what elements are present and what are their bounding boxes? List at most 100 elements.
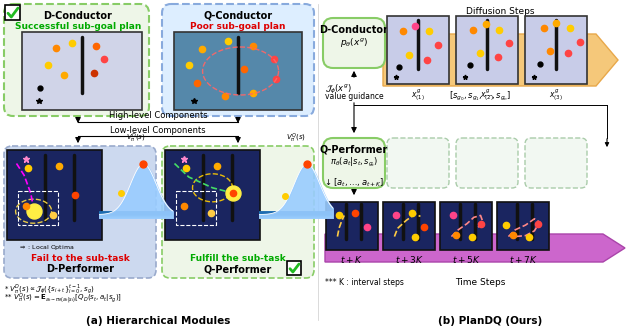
- Text: $V^Q_\pi(s)$: $V^Q_\pi(s)$: [286, 131, 306, 145]
- Bar: [259, 212, 333, 215]
- FancyArrow shape: [383, 34, 618, 86]
- Bar: [19, 191, 58, 225]
- Text: Q-Performer: Q-Performer: [320, 145, 388, 155]
- Text: $\pi_\theta(a_t|s_t, s_{g_t})$: $\pi_\theta(a_t|s_t, s_{g_t})$: [330, 156, 378, 169]
- Bar: [259, 212, 333, 215]
- Text: (b) PlanDQ (Ours): (b) PlanDQ (Ours): [438, 316, 542, 326]
- Bar: [99, 212, 173, 216]
- Bar: [259, 213, 333, 216]
- Bar: [99, 214, 173, 217]
- Bar: [99, 214, 173, 218]
- Circle shape: [227, 187, 239, 199]
- Bar: [99, 212, 173, 215]
- FancyBboxPatch shape: [387, 138, 449, 188]
- Bar: [259, 214, 333, 217]
- Text: $x_{(1)}^g$: $x_{(1)}^g$: [411, 88, 425, 104]
- Bar: [7, 150, 102, 240]
- FancyBboxPatch shape: [323, 18, 385, 68]
- Bar: [99, 212, 173, 215]
- Text: Q-Performer: Q-Performer: [204, 264, 272, 274]
- FancyBboxPatch shape: [4, 146, 156, 278]
- Bar: [326, 202, 378, 250]
- Text: $V^D_\pi(s)$: $V^D_\pi(s)$: [126, 131, 146, 145]
- Bar: [456, 16, 518, 84]
- Bar: [259, 214, 333, 217]
- Text: $t+5K$: $t+5K$: [452, 254, 481, 265]
- Bar: [99, 214, 173, 217]
- Bar: [99, 214, 173, 217]
- Bar: [525, 16, 587, 84]
- Text: Successful sub-goal plan: Successful sub-goal plan: [15, 22, 141, 31]
- Text: $t+3K$: $t+3K$: [395, 254, 424, 265]
- Text: Poor sub-goal plan: Poor sub-goal plan: [190, 22, 285, 31]
- FancyBboxPatch shape: [456, 138, 518, 188]
- Bar: [99, 213, 173, 217]
- Bar: [99, 215, 173, 218]
- Bar: [99, 213, 173, 216]
- Bar: [165, 150, 260, 240]
- Text: $p_\theta(x^g)$: $p_\theta(x^g)$: [340, 36, 368, 49]
- Text: * $V_\pi^D(s) \propto \mathcal{J}_\phi(\{s_{i+t}\}_{i=0}^{t-1}, s_g)$: * $V_\pi^D(s) \propto \mathcal{J}_\phi(\…: [4, 283, 95, 297]
- Bar: [259, 213, 333, 216]
- Bar: [259, 213, 333, 217]
- Bar: [99, 213, 173, 216]
- Bar: [174, 32, 302, 110]
- Bar: [259, 213, 333, 216]
- Text: $t+7K$: $t+7K$: [509, 254, 538, 265]
- FancyBboxPatch shape: [323, 138, 385, 188]
- Text: value guidance: value guidance: [325, 92, 383, 101]
- Text: $x_{(2)}^g$: $x_{(2)}^g$: [480, 88, 494, 104]
- Text: Low-level Components: Low-level Components: [110, 126, 206, 135]
- Text: Fail to the sub-task: Fail to the sub-task: [31, 254, 129, 263]
- Text: D-Conductor: D-Conductor: [319, 25, 388, 35]
- Bar: [383, 202, 435, 250]
- Text: D-Performer: D-Performer: [46, 264, 114, 274]
- Text: $[s_{g_0}, s_{g_1}, \cdots, s_{g_n}]$: $[s_{g_0}, s_{g_1}, \cdots, s_{g_n}]$: [449, 90, 511, 103]
- Text: $x_{(3)}^g$: $x_{(3)}^g$: [549, 88, 563, 104]
- Bar: [259, 212, 333, 216]
- Text: (a) Hierarchical Modules: (a) Hierarchical Modules: [86, 316, 230, 326]
- FancyBboxPatch shape: [162, 146, 314, 278]
- FancyBboxPatch shape: [162, 4, 314, 116]
- Bar: [259, 214, 333, 217]
- Text: High-level Components: High-level Components: [109, 111, 207, 120]
- Bar: [99, 212, 173, 215]
- Bar: [99, 213, 173, 216]
- Bar: [259, 212, 333, 216]
- Bar: [99, 212, 173, 215]
- FancyArrow shape: [325, 234, 625, 262]
- Bar: [497, 202, 549, 250]
- Bar: [99, 211, 173, 215]
- Bar: [287, 261, 301, 275]
- Text: $t+K$: $t+K$: [340, 254, 364, 265]
- Text: $\downarrow [a_t, \ldots, a_{t+K}]$: $\downarrow [a_t, \ldots, a_{t+K}]$: [323, 176, 385, 189]
- Bar: [99, 214, 173, 218]
- Text: Time Steps: Time Steps: [455, 278, 505, 287]
- FancyBboxPatch shape: [4, 4, 149, 116]
- Text: *** K : interval steps: *** K : interval steps: [325, 278, 404, 287]
- Bar: [259, 212, 333, 215]
- Bar: [259, 213, 333, 217]
- Circle shape: [28, 205, 40, 217]
- Bar: [22, 32, 142, 110]
- Bar: [99, 214, 173, 217]
- Bar: [259, 214, 333, 217]
- Bar: [99, 212, 173, 216]
- Bar: [259, 211, 333, 215]
- Text: $\Rightarrow$ : Local Optima: $\Rightarrow$ : Local Optima: [18, 243, 74, 252]
- Text: $\mathcal{J}_\phi(x^g)$: $\mathcal{J}_\phi(x^g)$: [325, 83, 351, 96]
- Bar: [259, 211, 333, 215]
- Bar: [259, 212, 333, 215]
- Bar: [5, 5, 20, 20]
- Bar: [259, 214, 333, 218]
- Text: Diffusion Steps: Diffusion Steps: [466, 7, 534, 16]
- Bar: [259, 214, 333, 218]
- Bar: [177, 191, 216, 225]
- Text: Fulfill the sub-task: Fulfill the sub-task: [190, 254, 286, 263]
- Bar: [259, 215, 333, 218]
- Text: ** $V_\pi^Q(s) = \mathbf{E}_{a_t \sim \pi_\theta(a_t|s_t)}[Q_D(s_t, a_t|s_g)]$: ** $V_\pi^Q(s) = \mathbf{E}_{a_t \sim \p…: [4, 292, 122, 306]
- Text: D-Conductor: D-Conductor: [44, 11, 113, 21]
- Bar: [387, 16, 449, 84]
- Bar: [99, 213, 173, 217]
- Bar: [99, 211, 173, 215]
